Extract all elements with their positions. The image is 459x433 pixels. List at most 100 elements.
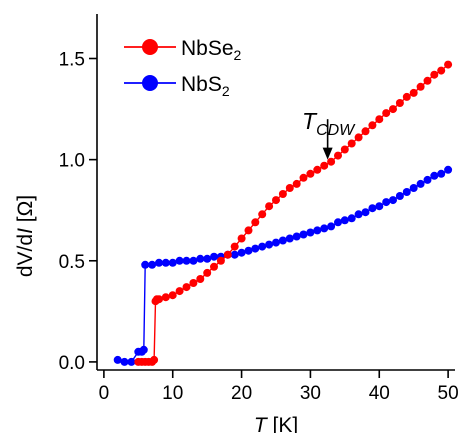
data-point-nbse2	[285, 184, 294, 192]
x-tick-label: 50	[438, 383, 459, 404]
data-point-nbs2	[244, 246, 253, 255]
data-point-nbs2	[437, 169, 446, 178]
data-point-nbs2	[189, 256, 198, 265]
data-point-nbse2	[416, 82, 425, 91]
data-point-nbs2	[320, 224, 329, 233]
data-point-nbs2	[327, 222, 336, 231]
data-point-nbs2	[237, 248, 246, 257]
data-point-nbs2	[340, 216, 349, 225]
data-point-nbs2	[148, 260, 157, 269]
data-point-nbse2	[216, 256, 225, 265]
data-point-nbse2	[168, 291, 177, 300]
data-point-nbse2	[354, 133, 363, 142]
data-point-nbs2	[175, 256, 184, 265]
data-point-nbse2	[182, 283, 191, 292]
legend-item-nbs2: NbS2	[124, 73, 230, 99]
data-point-nbs2	[278, 236, 287, 245]
data-point-nbse2	[340, 145, 349, 154]
data-point-nbs2	[230, 250, 239, 259]
data-point-nbse2	[437, 66, 446, 75]
data-point-nbs2	[168, 258, 177, 267]
data-point-nbse2	[334, 151, 342, 160]
data-point-nbs2	[382, 198, 391, 207]
data-point-nbse2	[230, 242, 239, 251]
data-point-nbse2	[402, 92, 411, 101]
data-point-nbse2	[430, 70, 439, 79]
y-tick-label: 0.0	[59, 353, 85, 374]
data-point-nbse2	[299, 173, 308, 182]
data-point-nbse2	[196, 275, 205, 283]
data-point-nbse2	[251, 218, 260, 227]
legend-item-nbse2: NbSe2	[124, 37, 242, 63]
annotation-tcdw-label: TCDW	[302, 108, 356, 139]
data-point-nbse2	[327, 157, 336, 166]
data-point-nbse2	[361, 127, 370, 136]
data-point-nbs2	[272, 238, 280, 247]
data-point-nbs2	[334, 218, 342, 227]
series-layer	[113, 60, 453, 366]
data-point-nbs2	[141, 260, 150, 269]
legend-label-nbse2: NbSe2	[181, 37, 242, 63]
data-point-nbse2	[306, 169, 315, 178]
data-point-nbs2	[444, 165, 453, 174]
data-point-nbs2	[113, 355, 122, 364]
legend-marker-nbs2	[142, 75, 158, 91]
data-point-nbs2	[299, 230, 308, 239]
data-point-nbs2	[161, 258, 170, 267]
data-point-nbs2	[210, 252, 218, 261]
data-point-nbs2	[155, 258, 163, 267]
legend-label-nbs2: NbS2	[181, 73, 230, 99]
data-point-nbs2	[402, 188, 411, 196]
data-point-nbs2	[285, 234, 294, 243]
data-point-nbse2	[409, 88, 418, 97]
data-point-nbs2	[251, 244, 260, 253]
data-point-nbse2	[237, 234, 246, 243]
data-point-nbse2	[223, 250, 232, 259]
x-tick-label: 20	[231, 383, 252, 404]
y-axis-label: dV/dI [Ω]	[14, 195, 37, 277]
data-point-nbs2	[265, 240, 274, 249]
series-nbse2	[134, 60, 453, 366]
data-point-nbs2	[182, 256, 191, 265]
data-point-nbs2	[313, 226, 322, 235]
y-tick-label: 1.5	[59, 50, 85, 71]
x-tick-label: 10	[162, 383, 183, 404]
data-point-nbse2	[320, 161, 329, 170]
annotation-tcdw: TCDW	[302, 108, 356, 160]
data-point-nbse2	[347, 139, 356, 148]
data-point-nbse2	[395, 99, 404, 107]
data-point-nbs2	[354, 210, 363, 219]
data-point-nbse2	[175, 287, 184, 296]
legend-marker-nbse2	[142, 39, 158, 55]
data-point-nbse2	[272, 196, 280, 205]
x-tick-label: 30	[300, 383, 321, 404]
data-point-nbs2	[196, 254, 205, 263]
plot-frame	[96, 14, 455, 371]
data-point-nbse2	[161, 293, 170, 302]
data-point-nbs2	[258, 242, 267, 251]
data-point-nbse2	[210, 262, 218, 271]
series-line-nbse2	[138, 64, 449, 363]
data-point-nbs2	[139, 345, 148, 354]
data-point-nbs2	[395, 192, 404, 200]
data-point-nbs2	[306, 228, 315, 237]
x-tick-label: 0	[99, 383, 110, 404]
data-point-nbse2	[155, 295, 163, 304]
data-point-nbse2	[368, 121, 377, 130]
data-point-nbs2	[347, 214, 356, 223]
x-axis-label: T [K]	[254, 414, 298, 433]
data-point-nbs2	[416, 179, 425, 188]
data-point-nbse2	[375, 115, 384, 124]
data-point-nbs2	[127, 357, 136, 366]
y-tick-label: 0.5	[59, 252, 85, 273]
ticks: 0 10 20 30 40 50 0.0 0.5 1.0 1.5	[59, 50, 459, 405]
data-point-nbs2	[292, 232, 301, 241]
data-point-nbs2	[203, 254, 212, 263]
data-point-nbse2	[313, 165, 322, 174]
data-point-nbs2	[430, 171, 439, 180]
data-point-nbs2	[375, 202, 384, 211]
data-point-nbse2	[389, 105, 397, 114]
data-point-nbse2	[423, 76, 432, 85]
data-point-nbs2	[389, 196, 397, 205]
